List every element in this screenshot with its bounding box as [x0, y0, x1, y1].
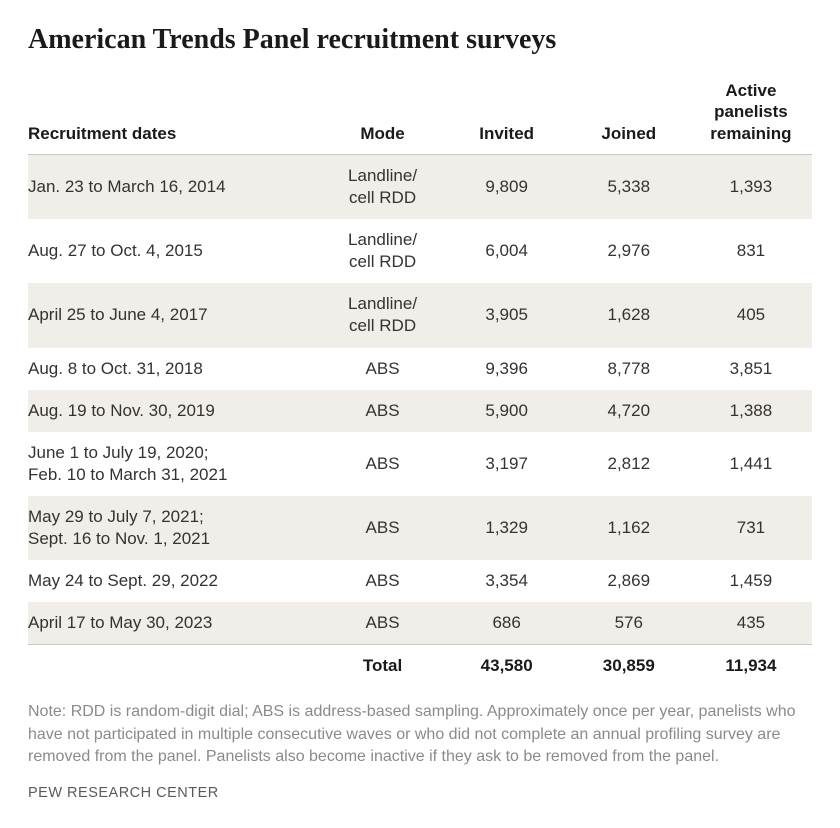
cell-joined: 5,338	[568, 154, 690, 219]
cell-remaining: 1,393	[690, 154, 812, 219]
cell-mode: ABS	[320, 602, 446, 645]
cell-joined: 2,869	[568, 560, 690, 602]
table-row: Aug. 27 to Oct. 4, 2015 Landline/cell RD…	[28, 219, 812, 283]
cell-remaining: 731	[690, 496, 812, 560]
cell-invited: 9,396	[446, 348, 568, 390]
col-header-invited: Invited	[446, 74, 568, 154]
table-row: Aug. 8 to Oct. 31, 2018 ABS 9,396 8,778 …	[28, 348, 812, 390]
total-remaining: 11,934	[690, 645, 812, 688]
header-row: Recruitment dates Mode Invited Joined Ac…	[28, 74, 812, 154]
cell-dates: April 17 to May 30, 2023	[28, 602, 320, 645]
table-container: American Trends Panel recruitment survey…	[0, 0, 840, 821]
table-row: Aug. 19 to Nov. 30, 2019 ABS 5,900 4,720…	[28, 390, 812, 432]
cell-invited: 9,809	[446, 154, 568, 219]
table-row: May 29 to July 7, 2021;Sept. 16 to Nov. …	[28, 496, 812, 560]
page-title: American Trends Panel recruitment survey…	[28, 24, 812, 56]
cell-invited: 3,354	[446, 560, 568, 602]
total-mode: Total	[320, 645, 446, 688]
cell-remaining: 3,851	[690, 348, 812, 390]
cell-remaining: 1,459	[690, 560, 812, 602]
cell-mode: Landline/cell RDD	[320, 283, 446, 347]
source-attribution: PEW RESEARCH CENTER	[28, 785, 812, 801]
cell-dates: Jan. 23 to March 16, 2014	[28, 154, 320, 219]
cell-joined: 1,162	[568, 496, 690, 560]
cell-joined: 1,628	[568, 283, 690, 347]
cell-joined: 8,778	[568, 348, 690, 390]
table-row: May 24 to Sept. 29, 2022 ABS 3,354 2,869…	[28, 560, 812, 602]
cell-invited: 686	[446, 602, 568, 645]
col-header-joined: Joined	[568, 74, 690, 154]
cell-joined: 2,976	[568, 219, 690, 283]
footnote: Note: RDD is random-digit dial; ABS is a…	[28, 701, 812, 768]
cell-mode: ABS	[320, 560, 446, 602]
cell-remaining: 435	[690, 602, 812, 645]
cell-mode: ABS	[320, 348, 446, 390]
col-header-dates: Recruitment dates	[28, 74, 320, 154]
cell-dates: June 1 to July 19, 2020;Feb. 10 to March…	[28, 432, 320, 496]
cell-invited: 1,329	[446, 496, 568, 560]
table-row: Jan. 23 to March 16, 2014 Landline/cell …	[28, 154, 812, 219]
total-joined: 30,859	[568, 645, 690, 688]
cell-dates: May 29 to July 7, 2021;Sept. 16 to Nov. …	[28, 496, 320, 560]
total-row: Total 43,580 30,859 11,934	[28, 645, 812, 688]
table-row: April 25 to June 4, 2017 Landline/cell R…	[28, 283, 812, 347]
table-body: Jan. 23 to March 16, 2014 Landline/cell …	[28, 154, 812, 687]
table-row: June 1 to July 19, 2020;Feb. 10 to March…	[28, 432, 812, 496]
cell-mode: Landline/cell RDD	[320, 219, 446, 283]
total-invited: 43,580	[446, 645, 568, 688]
table-row: April 17 to May 30, 2023 ABS 686 576 435	[28, 602, 812, 645]
cell-invited: 3,197	[446, 432, 568, 496]
cell-joined: 2,812	[568, 432, 690, 496]
cell-dates: Aug. 27 to Oct. 4, 2015	[28, 219, 320, 283]
cell-mode: ABS	[320, 432, 446, 496]
cell-invited: 5,900	[446, 390, 568, 432]
cell-dates: Aug. 19 to Nov. 30, 2019	[28, 390, 320, 432]
cell-mode: ABS	[320, 496, 446, 560]
cell-invited: 6,004	[446, 219, 568, 283]
cell-dates: Aug. 8 to Oct. 31, 2018	[28, 348, 320, 390]
col-header-remaining: Active panelists remaining	[690, 74, 812, 154]
cell-joined: 576	[568, 602, 690, 645]
cell-mode: ABS	[320, 390, 446, 432]
recruitment-table: Recruitment dates Mode Invited Joined Ac…	[28, 74, 812, 687]
cell-mode: Landline/cell RDD	[320, 154, 446, 219]
cell-joined: 4,720	[568, 390, 690, 432]
cell-dates: April 25 to June 4, 2017	[28, 283, 320, 347]
col-header-mode: Mode	[320, 74, 446, 154]
cell-dates: May 24 to Sept. 29, 2022	[28, 560, 320, 602]
cell-remaining: 405	[690, 283, 812, 347]
total-label	[28, 645, 320, 688]
cell-invited: 3,905	[446, 283, 568, 347]
cell-remaining: 831	[690, 219, 812, 283]
cell-remaining: 1,388	[690, 390, 812, 432]
cell-remaining: 1,441	[690, 432, 812, 496]
